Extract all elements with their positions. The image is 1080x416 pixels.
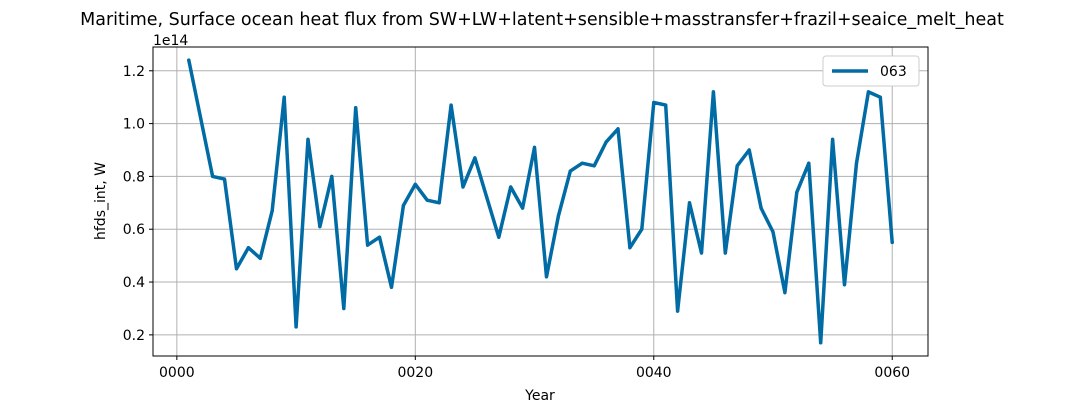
- data-point: [664, 103, 668, 107]
- data-point: [485, 195, 489, 200]
- data-point: [234, 267, 239, 271]
- data-point: [819, 341, 823, 345]
- data-point: [616, 127, 620, 131]
- data-point: [890, 240, 894, 244]
- data-point: [294, 325, 298, 329]
- data-point: [854, 161, 859, 165]
- data-point: [377, 235, 382, 239]
- x-tick-label: 0020: [397, 365, 433, 381]
- y-tick-label: 0.6: [123, 222, 145, 238]
- legend-label-063: 063: [880, 64, 907, 80]
- data-point: [532, 145, 537, 149]
- x-axis-label: Year: [524, 388, 555, 404]
- data-point: [723, 251, 727, 255]
- plot-frame: [152, 46, 929, 357]
- data-point: [521, 206, 525, 210]
- data-point: [580, 161, 584, 165]
- y-tick-label: 0.8: [123, 169, 145, 185]
- data-point: [866, 90, 871, 94]
- legend: 063: [822, 55, 920, 87]
- data-point: [628, 246, 632, 250]
- data-point: [330, 174, 334, 178]
- data-point: [544, 275, 549, 279]
- data-point: [842, 283, 847, 287]
- data-point: [759, 206, 763, 210]
- y-tick-label: 0.4: [123, 275, 145, 291]
- chart-title: Maritime, Surface ocean heat flux from S…: [80, 10, 1004, 30]
- data-point: [795, 190, 799, 194]
- data-point: [473, 156, 477, 160]
- data-point: [199, 116, 203, 120]
- data-point: [771, 230, 775, 234]
- data-point: [783, 291, 787, 295]
- data-point: [425, 198, 429, 202]
- data-point: [270, 209, 274, 213]
- data-point: [699, 251, 704, 255]
- data-point: [497, 235, 501, 239]
- data-point: [318, 225, 322, 229]
- y-axis-label: hfds_int, W: [93, 162, 109, 240]
- data-point: [831, 137, 835, 141]
- data-point: [389, 285, 394, 289]
- data-point: [258, 256, 262, 260]
- data-point: [366, 243, 370, 247]
- y-tick-label: 1.0: [123, 117, 145, 133]
- data-point: [449, 103, 453, 107]
- data-point: [354, 106, 358, 110]
- legend-box: [822, 55, 920, 87]
- data-point: [246, 246, 250, 250]
- x-tick-label: 0060: [874, 365, 910, 381]
- data-point: [306, 137, 310, 141]
- data-point: [509, 185, 513, 189]
- data-point: [413, 182, 417, 186]
- y-tick-label: 0.2: [123, 328, 145, 344]
- data-point: [807, 161, 811, 165]
- data-point: [222, 177, 227, 181]
- data-point: [604, 140, 608, 144]
- data-point: [211, 174, 215, 178]
- data-point: [676, 309, 680, 313]
- series-layer: [187, 58, 894, 345]
- data-point: [687, 201, 692, 205]
- series-line-063: [187, 58, 894, 345]
- data-point: [652, 100, 656, 105]
- data-point: [711, 90, 716, 94]
- data-point: [592, 164, 596, 168]
- data-point: [878, 95, 882, 99]
- data-point: [282, 95, 286, 99]
- y-tick-label: 1.2: [123, 64, 145, 80]
- data-point: [735, 164, 739, 168]
- data-point: [747, 148, 751, 152]
- data-point: [640, 227, 644, 231]
- data-point: [556, 214, 561, 218]
- x-tick-label: 0000: [159, 365, 195, 381]
- data-point: [187, 58, 191, 62]
- y-offset-label: 1e14: [153, 33, 188, 49]
- data-point: [461, 185, 465, 189]
- axes: 0000 0020 0040 0060 0.2 0.4 0.6 0.8 1.0 1.2: [123, 64, 910, 381]
- data-point: [342, 306, 346, 311]
- data-point: [401, 203, 405, 208]
- x-tick-label: 0040: [636, 365, 672, 381]
- data-point: [437, 201, 441, 205]
- data-point: [568, 169, 572, 173]
